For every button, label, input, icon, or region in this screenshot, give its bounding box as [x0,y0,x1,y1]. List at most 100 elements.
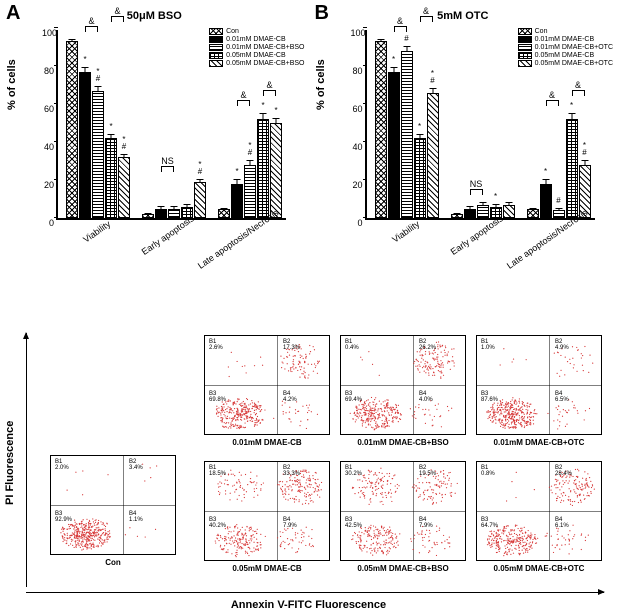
bar: * [231,184,243,218]
legend-label: 0.05mM DMAE-CB+OTC [535,60,613,67]
scatter-label: 0.01mM DMAE-CB+OTC [476,438,602,447]
bar: # [553,210,565,218]
legend-label: Con [535,28,548,35]
panel-a: A 50μM BSO % of cells 020406080100** #**… [0,0,309,310]
flow-cytometry-section: PI Fluorescence Annexin V-FITC Fluoresce… [0,315,617,613]
bar: * # [427,93,439,218]
scatter-label: 0.05mM DMAE-CB+OTC [476,564,602,573]
legend-label: Con [226,28,239,35]
bar: * [388,72,400,218]
legend-item: 0.05mM DMAE-CB [518,52,613,59]
bar-group: * # [142,182,206,218]
quadrant-label: B23.4% [129,459,143,471]
bar: * # [244,165,256,218]
panel-a-ylabel: % of cells [6,59,18,110]
scatter-label: Con [50,558,176,567]
annexin-label: Annexin V-FITC Fluorescence [231,599,386,611]
legend-swatch [518,60,532,67]
quadrant-label: B369.4% [345,391,362,403]
x-category-label: Early apoptosis [140,213,196,256]
panel-a-title: 50μM BSO [127,10,182,22]
quadrant-label: B364.7% [481,517,498,529]
bar [66,41,78,218]
quadrant-label: B226.2% [419,339,436,351]
scatter-plot-area: B118.5%B233.3%B340.2%B47.9% [204,461,330,561]
bar [451,214,463,218]
scatter-label: 0.01mM DMAE-CB+BSO [340,438,466,447]
bar [168,209,180,219]
bar: * [270,123,282,218]
bar: * [79,72,91,218]
bar: * [414,138,426,218]
quadrant-label: B44.2% [283,391,297,403]
scatter-plot: B10.8%B228.4%B364.7%B46.1%0.05mM DMAE-CB… [476,461,602,573]
legend-item: 0.01mM DMAE-CB+BSO [209,44,304,51]
x-category-label: Early apoptosis [448,213,504,256]
quadrant-label: B387.6% [481,391,498,403]
panel-letter-a: A [6,2,20,25]
quadrant-label: B130.2% [345,465,362,477]
legend-swatch [518,28,532,35]
legend-label: 0.05mM DMAE-CB [535,52,595,59]
quadrant-label: B217.3% [283,339,300,351]
bar: * [566,119,578,218]
scatter-plot-area: B10.4% B226.2% B369.4% B44.0% [340,335,466,435]
bar: * # [92,91,104,218]
x-axis-arrow [26,592,604,593]
bar-group: *#** # [527,119,591,218]
legend-swatch [209,28,223,35]
legend-swatch [518,44,532,51]
legend-label: 0.05mM DMAE-CB [226,52,286,59]
scatter-plot: B11.0%B24.9%B387.6%B46.5% 0.01mM DMAE-CB+… [476,335,602,447]
bar [477,205,489,218]
scatter-label: 0.05mM DMAE-CB+BSO [340,564,466,573]
x-category-label: Viability [81,219,112,245]
scatter-label: 0.05mM DMAE-CB [204,564,330,573]
x-category-label: Viability [390,219,421,245]
scatter-plot-area: B130.2% B219.5% B342.5% B47.9% [340,461,466,561]
quadrant-label: B41.1% [129,511,143,523]
panel-b-ylabel: % of cells [315,59,327,110]
bar [375,41,387,218]
quadrant-label: B342.5% [345,517,362,529]
scatter-plot: B130.2% B219.5% B342.5% B47.9% 0.05mM DMAE-C… [340,461,466,573]
bar: * [105,138,117,218]
scatter-plot: B12.0% B23.4% B392.9% B41.1% Con [50,455,176,567]
legend-item: 0.01mM DMAE-CB [209,36,304,43]
bar: * # [194,182,206,218]
bar [527,209,539,219]
legend-item: 0.05mM DMAE-CB [209,52,304,59]
legend-label: 0.01mM DMAE-CB [535,36,595,43]
scatter-plot-area: B11.0%B24.9%B387.6%B46.5% [476,335,602,435]
pi-fluorescence-label: PI Fluorescence [4,421,16,505]
legend-item: 0.01mM DMAE-CB [518,36,613,43]
legend-swatch [209,52,223,59]
legend-item: Con [518,28,613,35]
quadrant-label: B47.9% [419,517,433,529]
bar [503,205,515,218]
scatter-plot: B10.4% B226.2% B369.4% B44.0% 0.01mM DMAE-CB… [340,335,466,447]
quadrant-label: B46.1% [555,517,569,529]
quadrant-label: B233.3% [283,465,300,477]
quadrant-label: B12.6% [209,339,223,351]
quadrant-label: B10.4% [345,339,359,351]
quadrant-label: B12.0% [55,459,69,471]
bar-group: *#** # [375,41,439,218]
panel-b-title: 5mM OTC [437,10,488,22]
scatter-plot: B118.5%B233.3%B340.2%B47.9%0.05mM DMAE-C… [204,461,330,573]
panel-b: B 5mM OTC % of cells 020406080100*#** #V… [309,0,617,310]
scatter-label: 0.01mM DMAE-CB [204,438,330,447]
quadrant-label: B392.9% [55,511,72,523]
legend-label: 0.05mM DMAE-CB+BSO [226,60,304,67]
legend-label: 0.01mM DMAE-CB [226,36,286,43]
quadrant-label: B118.5% [209,465,226,477]
quadrant-label: B44.0% [419,391,433,403]
legend-item: 0.05mM DMAE-CB+OTC [518,60,613,67]
legend-swatch [518,36,532,43]
quadrant-label: B47.9% [283,517,297,529]
quadrant-label: B219.5% [419,465,436,477]
quadrant-label: B228.4% [555,465,572,477]
scatter-plot-area: B10.8%B228.4%B364.7%B46.1% [476,461,602,561]
y-axis-arrow [26,333,27,587]
bar [218,209,230,219]
